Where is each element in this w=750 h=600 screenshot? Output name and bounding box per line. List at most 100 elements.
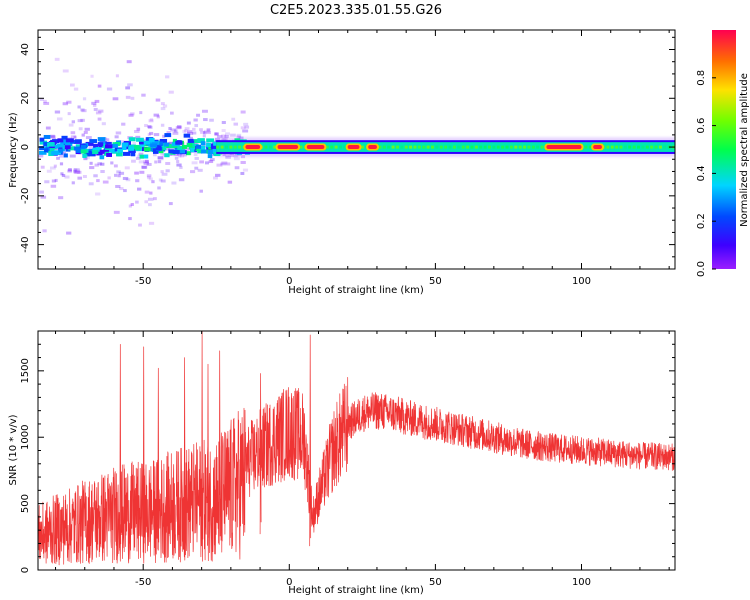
spectrogram-speckle <box>244 125 250 129</box>
spectrogram-speckle <box>56 117 63 121</box>
snr-y-tick-label: 1500 <box>20 358 31 383</box>
spectrogram-core-cell <box>334 145 338 149</box>
spectrogram-speckle <box>69 154 76 158</box>
spectrogram-band-cell <box>150 143 158 148</box>
spectrogram-speckle <box>242 129 249 133</box>
spectrogram-core-cell <box>628 145 632 149</box>
spectrogram-core-cell <box>527 145 531 149</box>
spectrogram-speckle <box>149 131 154 135</box>
spectrogram-speckle <box>146 162 152 166</box>
snr-x-tick-label: 0 <box>286 577 292 588</box>
spectrogram-core-cell <box>452 145 456 149</box>
spectrogram-speckle <box>199 160 204 164</box>
spectrogram-band-cell <box>74 139 82 144</box>
spectrogram-speckle <box>128 113 134 117</box>
snr-x-tick-label: 100 <box>572 577 591 588</box>
spectrogram-band-cell <box>99 155 105 160</box>
spectrogram-y-axis: -40 -20 0 20 40 <box>20 36 675 270</box>
spectrogram-band-cell <box>97 142 104 147</box>
spectrogram-speckle <box>199 189 203 193</box>
spectrogram-band-cell <box>39 146 45 151</box>
spectrogram-y-tick-label: 0 <box>20 144 31 150</box>
spectrogram-band-cell <box>105 144 113 149</box>
spectrogram-speckle <box>131 159 136 163</box>
spectrogram-band-cell <box>138 140 145 145</box>
spectrogram-x-tick-label: 50 <box>429 276 442 287</box>
spectrogram-band-cell <box>106 141 112 146</box>
spectrogram-speckle <box>221 161 228 165</box>
spectrogram-speckle <box>204 161 210 165</box>
spectrogram-band-cell <box>172 149 180 154</box>
spectrogram-speckle <box>74 169 81 173</box>
spectrogram-band-cell <box>82 153 87 158</box>
snr-y-tick-label: 0 <box>20 567 31 573</box>
spectrogram-speckle <box>73 168 78 172</box>
spectrogram-y-tick-label: 20 <box>20 92 31 105</box>
spectrogram-core-cell <box>409 145 413 149</box>
spectrogram-band-cell <box>213 141 218 146</box>
spectrogram-speckle <box>164 147 170 151</box>
spectrogram-speckle <box>88 182 94 186</box>
spectrogram-speckle <box>153 133 160 137</box>
spectrogram-speckle <box>138 152 144 156</box>
spectrogram-speckle <box>173 153 179 157</box>
spectrogram-band-cell <box>46 148 55 153</box>
spectrogram-band-cell <box>168 149 175 154</box>
spectrogram-speckle <box>176 160 180 164</box>
spectrogram-speckle <box>234 166 240 170</box>
spectrogram-speckle <box>166 131 171 135</box>
spectrogram-speckle <box>158 178 163 182</box>
spectrogram-speckle <box>197 168 203 172</box>
spectrogram-speckle <box>115 131 122 135</box>
spectrogram-speckle <box>184 148 190 152</box>
spectrogram-band-cell <box>75 148 83 153</box>
spectrogram-core-cell <box>663 145 667 149</box>
spectrogram-speckle <box>43 99 47 103</box>
spectrogram-speckle <box>230 133 236 137</box>
spectrogram-core-cell <box>338 145 342 149</box>
spectrogram-band-cell <box>210 143 215 148</box>
spectrogram-band-cell <box>181 144 188 149</box>
spectrogram-core-cell <box>658 145 662 149</box>
spectrogram-band-cell <box>64 145 71 150</box>
spectrogram-speckle <box>53 164 57 168</box>
spectrogram-strong-segment <box>368 145 377 150</box>
spectrogram-speckle <box>203 118 208 122</box>
spectrogram-speckle <box>83 130 88 134</box>
spectrogram-band-cell <box>208 145 213 150</box>
spectrogram-speckle <box>141 165 147 169</box>
colorbar-tick-label: 0.8 <box>696 70 707 86</box>
spectrogram-speckle <box>143 160 149 164</box>
spectrogram-speckle <box>59 162 64 166</box>
spectrogram-speckle <box>214 132 219 136</box>
spectrogram-speckle <box>162 104 168 108</box>
spectrogram-speckle <box>215 173 221 177</box>
spectrogram-speckle <box>160 102 165 106</box>
spectrogram-band-cell <box>128 137 136 142</box>
spectrogram-core-cell <box>501 145 505 149</box>
spectrogram-speckle <box>46 169 52 173</box>
spectrogram-speckle <box>155 98 161 102</box>
spectrogram-speckle <box>209 158 215 162</box>
spectrogram-band-cell <box>97 137 106 142</box>
spectrogram-speckle <box>168 142 174 146</box>
spectrogram-band-cell <box>183 133 191 138</box>
spectrogram-band-cell <box>172 138 177 143</box>
spectrogram-band-cell <box>200 149 207 154</box>
spectrogram-band-cell <box>186 151 191 156</box>
snr-x-axis-label: Height of straight line (km) <box>288 585 424 596</box>
spectrogram-speckle <box>172 131 179 135</box>
spectrogram-speckle <box>130 202 134 206</box>
spectrogram-core-cell <box>391 145 395 149</box>
spectrogram-speckle <box>221 128 226 132</box>
spectrogram-speckle <box>165 169 170 173</box>
spectrogram-speckle <box>170 128 177 132</box>
spectrogram-band-cell <box>164 142 170 147</box>
spectrogram-speckle <box>42 229 47 233</box>
spectrogram-speckle <box>157 155 164 159</box>
colorbar-tick-label: 0.4 <box>696 165 707 181</box>
spectrogram-speckle <box>118 171 125 175</box>
colorbar: 0.0 0.2 0.4 0.6 0.8 Normalized spectral ampl… <box>696 30 750 277</box>
spectrogram-speckle <box>174 156 179 160</box>
spectrogram-speckle <box>221 134 227 138</box>
